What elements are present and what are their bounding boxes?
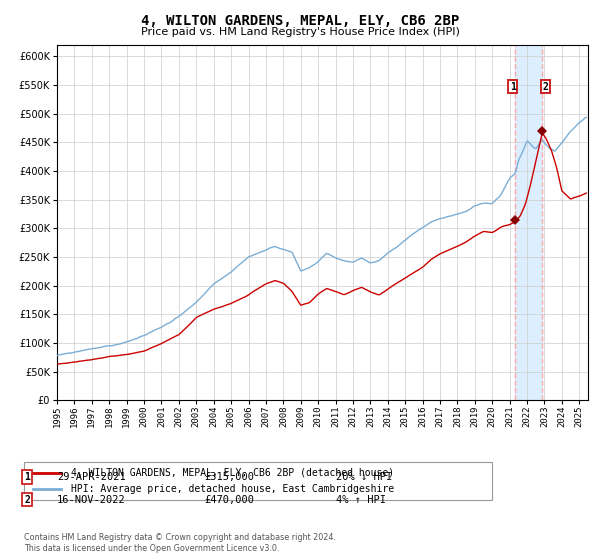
Text: 2: 2 (542, 82, 548, 92)
Bar (515, 45, 542, 400)
Text: 1: 1 (24, 472, 30, 482)
Text: Contains HM Land Registry data © Crown copyright and database right 2024.
This d: Contains HM Land Registry data © Crown c… (24, 533, 336, 553)
Text: 16-NOV-2022: 16-NOV-2022 (57, 494, 126, 505)
Text: 2: 2 (24, 494, 30, 505)
Text: HPI: Average price, detached house, East Cambridgeshire: HPI: Average price, detached house, East… (71, 484, 394, 494)
Text: £470,000: £470,000 (204, 494, 254, 505)
Text: Price paid vs. HM Land Registry's House Price Index (HPI): Price paid vs. HM Land Registry's House … (140, 27, 460, 37)
Text: 4, WILTON GARDENS, MEPAL, ELY, CB6 2BP: 4, WILTON GARDENS, MEPAL, ELY, CB6 2BP (141, 14, 459, 28)
Text: 1: 1 (510, 82, 516, 92)
Text: £315,000: £315,000 (204, 472, 254, 482)
Text: 29-APR-2021: 29-APR-2021 (57, 472, 126, 482)
FancyBboxPatch shape (24, 462, 492, 500)
Text: 4% ↑ HPI: 4% ↑ HPI (336, 494, 386, 505)
Text: 4, WILTON GARDENS, MEPAL, ELY, CB6 2BP (detached house): 4, WILTON GARDENS, MEPAL, ELY, CB6 2BP (… (71, 468, 394, 478)
Text: 20% ↓ HPI: 20% ↓ HPI (336, 472, 392, 482)
